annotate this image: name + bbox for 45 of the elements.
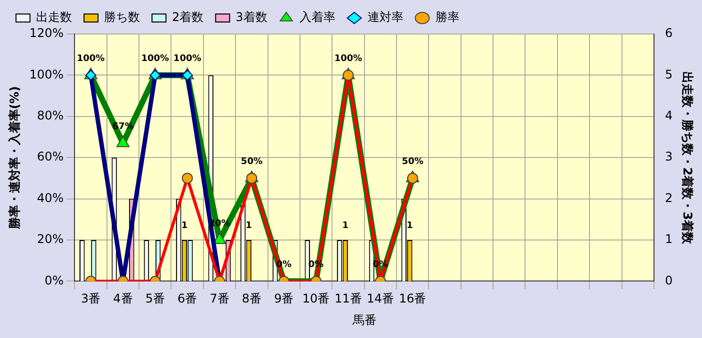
y-tick-label: 40%: [37, 190, 64, 205]
legend-label: 連対率: [367, 10, 404, 24]
legend-label: 3着数: [236, 10, 268, 24]
data-label: 50%: [240, 157, 262, 168]
legend-label: 勝ち数: [104, 10, 140, 24]
y-tick-label: 20%: [37, 232, 64, 246]
y2-tick-label: 2: [664, 190, 673, 205]
y2-tick-label: 5: [664, 67, 673, 82]
x-tick-label: 3番: [80, 292, 101, 306]
x-tick-label: 14番: [366, 292, 394, 306]
y2-tick-label: 6: [664, 26, 673, 40]
data-label: 100%: [173, 54, 202, 64]
x-tick-label: 16番: [398, 292, 426, 306]
y2-axis-title: 出走数・勝ち数・2着数・3着数: [680, 71, 695, 245]
data-label: 1: [181, 220, 188, 231]
data-label: 50%: [402, 157, 424, 168]
data-label: 100%: [334, 54, 362, 64]
x-tick-label: 7番: [210, 292, 230, 306]
x-tick-label: 11番: [334, 292, 362, 306]
legend-label: 入着率: [299, 10, 336, 24]
y2-tick-label: 1: [664, 232, 673, 246]
y2-tick-label: 3: [664, 150, 673, 164]
data-label: 1: [406, 220, 413, 231]
y-axis-title: 勝率・連対率・入着率(%): [7, 86, 22, 230]
x-tick-label: 5番: [145, 292, 165, 306]
x-tick-label: 8番: [242, 292, 262, 306]
data-label: 1: [246, 220, 252, 231]
data-label: 1: [342, 220, 348, 231]
x-tick-label: 6番: [178, 292, 198, 306]
x-axis-title: 馬番: [351, 312, 376, 327]
y-tick-label: 0%: [44, 273, 64, 288]
legend-label: 出走数: [36, 10, 72, 24]
x-tick-label: 9番: [274, 292, 294, 306]
x-tick-label: 10番: [302, 292, 330, 306]
y-tick-label: 100%: [29, 67, 64, 82]
legend-label: 2着数: [172, 10, 204, 24]
y2-tick-label: 0: [664, 273, 673, 288]
y2-tick-label: 4: [664, 108, 673, 123]
legend-label: 勝率: [435, 10, 460, 24]
x-tick-label: 4番: [113, 292, 133, 306]
y-tick-label: 120%: [29, 26, 64, 40]
data-label: 100%: [141, 54, 170, 64]
y-tick-label: 60%: [37, 150, 64, 164]
data-label: 100%: [76, 54, 105, 64]
y-tick-label: 80%: [37, 108, 64, 123]
